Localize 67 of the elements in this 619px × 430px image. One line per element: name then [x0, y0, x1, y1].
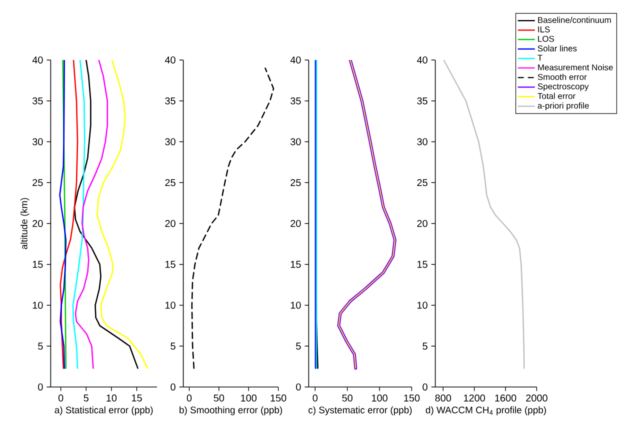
y-tick-label: 10: [165, 302, 176, 309]
x-tick-label: 15: [132, 394, 142, 402]
y-tick-label: 5: [296, 342, 301, 350]
x-tick-label: 100: [372, 394, 388, 402]
y-tick-label: 30: [290, 138, 301, 146]
y-tick-label: 0: [38, 383, 43, 391]
y-tick-label: 15: [165, 260, 176, 268]
y-tick-label: 40: [164, 56, 176, 64]
y-tick-label: 10: [417, 302, 428, 309]
x-tick-label: 1600: [495, 394, 516, 402]
y-tick-label: 25: [290, 179, 301, 186]
y-tick-label: 20: [290, 220, 301, 228]
text: Solar lines: [538, 45, 577, 52]
x-tick-label: 800: [435, 394, 452, 402]
text: Smooth error: [538, 74, 587, 80]
y-tick-label: 20: [417, 220, 428, 228]
x-tick-label: 0: [58, 394, 64, 402]
y-tick-label: 0: [296, 383, 301, 391]
text: LOS: [538, 36, 554, 42]
text: ILS: [538, 26, 550, 32]
x-tick-label: 50: [342, 394, 352, 402]
text: Total error: [538, 92, 576, 100]
y-tick-label: 30: [165, 138, 176, 146]
y-tick-label: 35: [417, 97, 428, 104]
x-tick-label: 1200: [464, 394, 485, 402]
y-tick-label: 15: [417, 260, 428, 268]
text: Baseline/continuum: [538, 16, 611, 23]
y-tick-label: 25: [32, 179, 43, 186]
y-tick-label: 25: [165, 179, 176, 186]
text: Measurement Noise: [538, 64, 613, 70]
x-tick-label: 100: [241, 394, 257, 402]
y-tick-label: 30: [32, 138, 43, 146]
x-tick-label: 150: [404, 394, 420, 402]
x-tick-label: 0: [186, 394, 192, 402]
x-tick-label: 50: [214, 394, 224, 402]
y-tick-label: 15: [290, 260, 301, 268]
y-tick-label: 40: [290, 56, 301, 64]
y-tick-label: 5: [38, 342, 43, 350]
y-axis-title: altitude (km): [20, 198, 30, 250]
y-tick-label: 35: [290, 97, 301, 104]
y-tick-label: 40: [32, 56, 43, 64]
y-tick-label: 0: [422, 383, 428, 391]
x-tick-label: 2000: [526, 394, 548, 402]
y-tick-label: 30: [417, 138, 428, 146]
y-tick-label: 40: [416, 56, 428, 64]
x-tick-label: 150: [270, 394, 286, 402]
y-tick-label: 5: [170, 342, 176, 350]
y-tick-label: 0: [170, 383, 176, 391]
legend-label: a-priori profile: [538, 102, 589, 110]
y-tick-label: 25: [417, 179, 428, 186]
y-tick-label: 20: [32, 220, 43, 228]
x-axis-title: a) Statistical error (ppb): [54, 406, 153, 416]
y-tick-label: 35: [32, 97, 43, 104]
y-tick-label: 10: [290, 302, 301, 309]
x-axis-title: c) Systematic error (ppb): [308, 406, 412, 416]
x-tick-label: 0: [312, 394, 318, 402]
x-axis-title: b) Smoothing error (ppb): [180, 406, 282, 416]
y-tick-label: 10: [32, 302, 43, 309]
text: T: [538, 54, 542, 61]
text: Spectroscopy: [538, 83, 589, 92]
x-tick-label: 10: [106, 394, 117, 402]
y-tick-label: 20: [165, 220, 176, 228]
x-axis-title: d) WACCM CH$_{4}$ profile (ppb): [426, 406, 546, 416]
x-tick-label: 5: [84, 394, 88, 402]
y-tick-label: 35: [165, 97, 176, 104]
y-tick-label: 5: [422, 342, 428, 350]
y-tick-label: 15: [32, 260, 43, 268]
